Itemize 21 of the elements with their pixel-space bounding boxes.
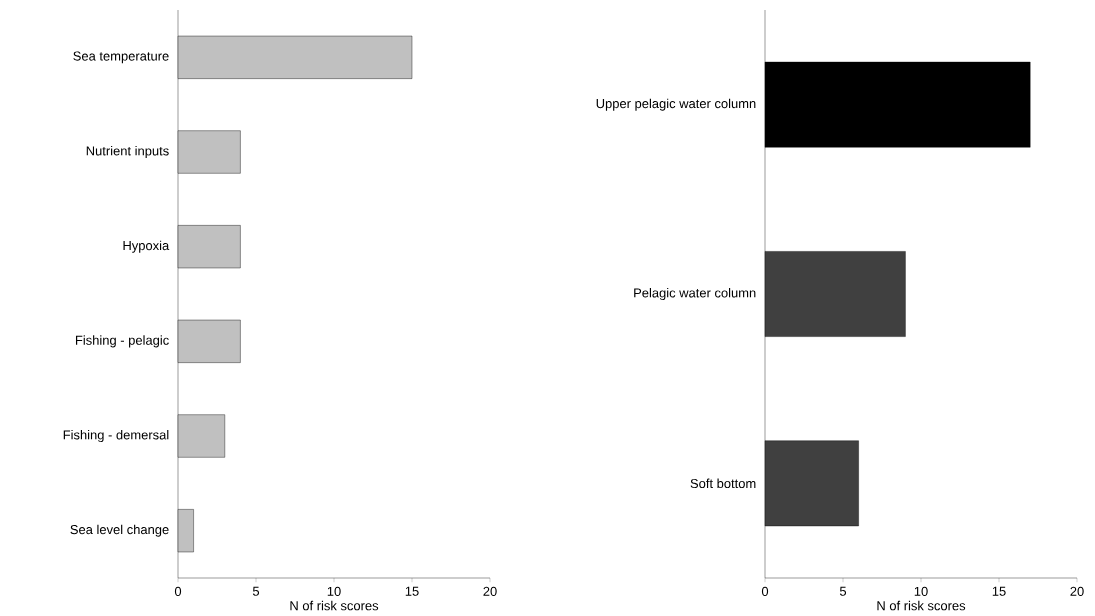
y-tick-label: Sea temperature xyxy=(73,51,169,64)
y-tick-label: Pelagic water column xyxy=(634,287,756,301)
x-tick-label: 0 xyxy=(761,586,769,596)
x-tick-label: 10 xyxy=(327,586,341,596)
x-axis-title: N of risk scores xyxy=(290,600,379,611)
x-tick-label: 0 xyxy=(174,586,182,596)
x-tick-label: 20 xyxy=(483,586,497,596)
x-tick-label: 15 xyxy=(405,586,419,596)
y-tick-label: Upper pelagic water column xyxy=(596,98,756,111)
x-tick-label: 20 xyxy=(1070,586,1084,596)
y-tick-label: Fishing - demersal xyxy=(63,429,169,443)
x-tick-label: 5 xyxy=(252,586,260,596)
y-tick-label: Hypoxia xyxy=(123,240,170,253)
y-tick-label: Soft bottom xyxy=(690,478,756,489)
x-axis-title: N of risk scores xyxy=(877,600,966,611)
y-tick-label: Nutrient inputs xyxy=(86,145,169,159)
x-tick-label: 15 xyxy=(992,586,1006,596)
x-tick-label: 5 xyxy=(839,586,847,596)
y-tick-label: Fishing - pelagic xyxy=(75,335,169,348)
x-tick-label: 10 xyxy=(914,586,928,596)
y-tick-label: Sea level change xyxy=(70,524,169,537)
